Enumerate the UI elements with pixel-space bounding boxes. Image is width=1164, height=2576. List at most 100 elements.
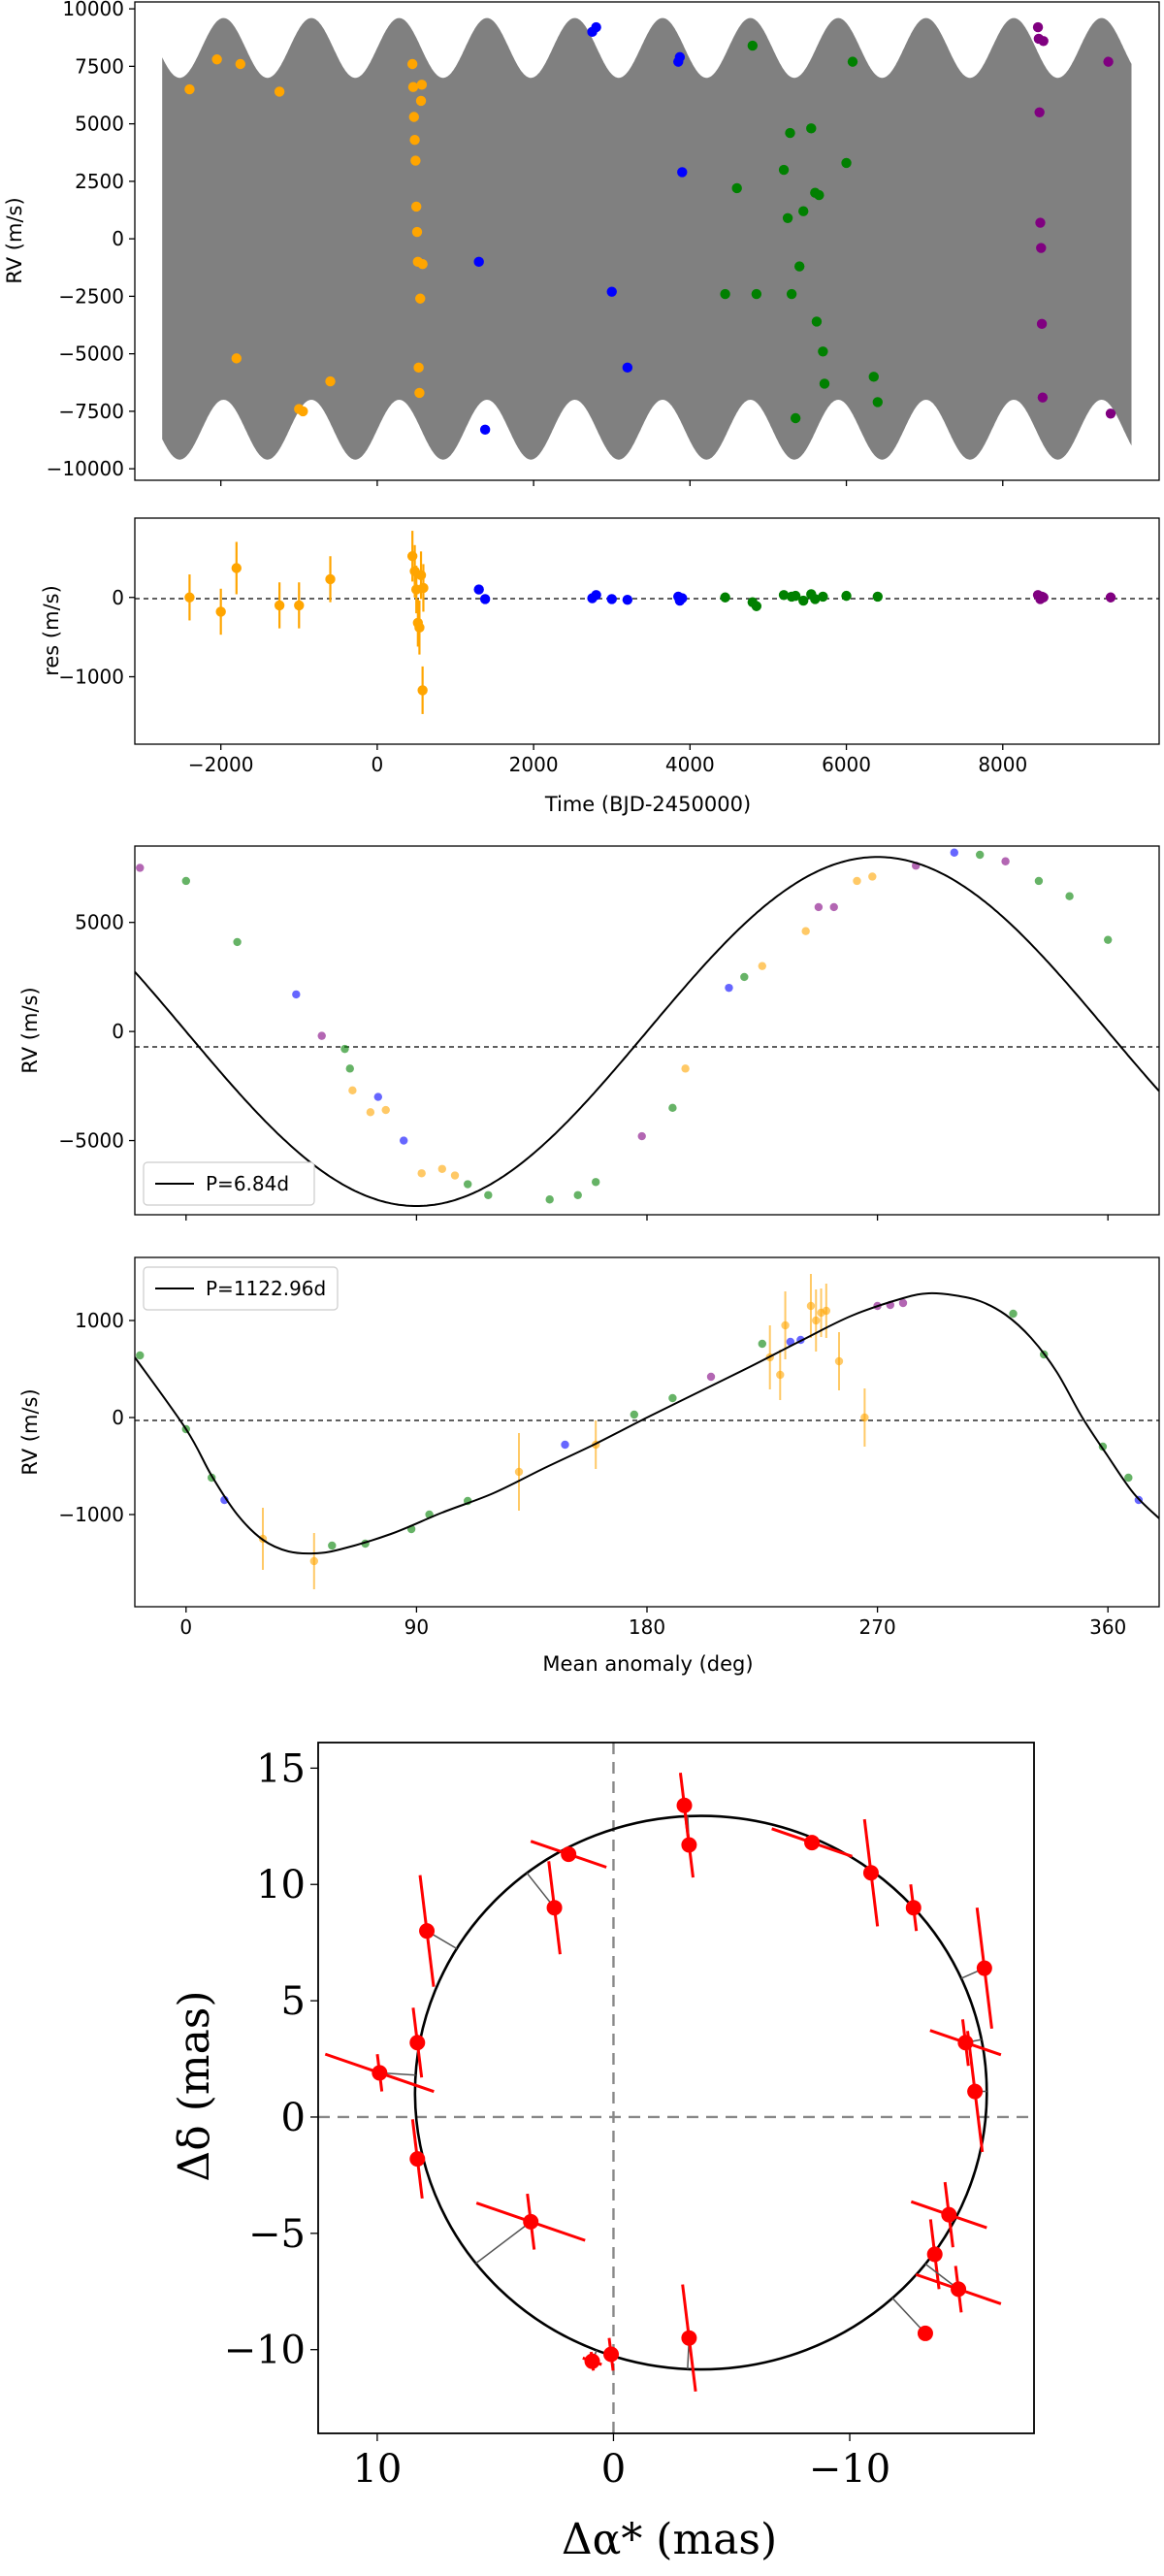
rv-point [811, 316, 823, 327]
rv-point [786, 288, 797, 300]
residuals-ytick-label: −1000 [58, 666, 124, 689]
phase-b-point [573, 1190, 582, 1199]
phase-b-legend: P=6.84d [143, 1161, 315, 1206]
astrometric-orbit [413, 1814, 988, 2371]
astrometry-point [523, 2213, 539, 2230]
phase-b-point [450, 1171, 460, 1180]
phase-b-point [1104, 935, 1113, 944]
phase-b-point [1034, 876, 1044, 886]
residual-point [417, 685, 428, 696]
rv-point [479, 424, 491, 436]
rv-point [274, 86, 285, 97]
residual-point [184, 592, 195, 603]
astrometry-point [862, 1865, 879, 1881]
rv-time-ytick-label: 7500 [75, 54, 124, 78]
phase-b-point [592, 1178, 600, 1187]
rv-point [778, 164, 790, 176]
phase-c-ytick-label: 1000 [75, 1309, 124, 1332]
phase-c-legend-label: P=1122.96d [206, 1277, 326, 1300]
phase-c-point [758, 1339, 766, 1349]
phase-c-point [860, 1413, 869, 1422]
phase-b-points [136, 848, 1113, 1204]
rv-point [413, 362, 424, 374]
rv-point [235, 58, 246, 70]
rv-time-ytick-label: 0 [112, 227, 124, 250]
phase-c-point [812, 1316, 821, 1325]
phase-c-ylabel: RV (m/s) [18, 1388, 42, 1475]
astrometry-point [409, 2151, 426, 2168]
astrometry-point [905, 1900, 922, 1916]
rv-point [298, 406, 308, 417]
phase-b-model-curve [135, 856, 1159, 1207]
residual-point [325, 573, 336, 585]
astrometry-xtick-label: 0 [601, 2447, 626, 2492]
rv-point [677, 167, 688, 178]
phase-b-point [464, 1180, 472, 1189]
phase-c-point [781, 1321, 790, 1330]
rv-point [417, 259, 428, 270]
astrometry-point [546, 1900, 563, 1916]
rv-time-ytick-label: −2500 [58, 284, 124, 308]
phase-c-point [630, 1410, 638, 1419]
panel-phase-c: 1000 0 −1000 0 90 180 270 360 RV (m/s) Mean ano… [18, 1256, 1160, 1676]
phase-b-point [1065, 892, 1074, 900]
residuals-xlabel: Time (BJD-2450000) [544, 793, 751, 816]
rv-time-ytick-label: 5000 [75, 113, 124, 136]
rv-point [841, 157, 852, 169]
phase-b-point [681, 1064, 690, 1073]
rv-model-band-shape [162, 17, 1132, 460]
astrometry-point [681, 1837, 697, 1853]
rv-point [1034, 107, 1045, 117]
rv-point [818, 346, 828, 357]
rv-point [720, 288, 730, 300]
residuals-axes: 0 −1000 −2000 0 2000 4000 6000 8000 [58, 586, 1027, 776]
phase-c-point [776, 1370, 785, 1380]
phase-b-point [725, 983, 733, 993]
residual-point [798, 595, 809, 606]
astrometry-ytick-label: 10 [256, 1863, 306, 1908]
rv-point [1103, 56, 1114, 67]
phase-c-point [136, 1351, 145, 1360]
phase-b-point [950, 848, 958, 857]
residuals-xtick-label: 8000 [978, 753, 1027, 776]
residual-point [215, 606, 226, 617]
residual-point [294, 600, 305, 611]
phase-c-xtick-label: 0 [179, 1615, 192, 1639]
phase-b-point [740, 972, 749, 982]
rv-point [211, 54, 222, 65]
rv-point [872, 397, 884, 408]
rv-point [1035, 217, 1046, 228]
phase-b-point [345, 1064, 354, 1073]
rv-point [674, 51, 686, 63]
residual-connector [475, 2221, 532, 2265]
rv-point [1038, 36, 1049, 47]
rv-point [819, 378, 830, 389]
phase-b-point [292, 990, 301, 999]
rv-point [782, 212, 793, 223]
phase-c-point [561, 1440, 569, 1450]
phase-b-point [233, 937, 242, 947]
phase-c-point [514, 1467, 524, 1477]
phase-b-point [417, 1169, 426, 1178]
rv-point [410, 155, 421, 166]
rv-point [751, 288, 762, 300]
phase-c-points [136, 1274, 1144, 1589]
astrometry-point [603, 2346, 620, 2363]
astrometry-points [324, 1772, 1002, 2393]
astrometry-xlabel: Δα* (mas) [562, 2515, 777, 2564]
phase-c-axes: 1000 0 −1000 0 90 180 270 360 [58, 1309, 1126, 1639]
residual-point [473, 584, 484, 595]
astrometry-xtick-label: 10 [352, 2447, 402, 2492]
phase-c-xtick-label: 360 [1089, 1615, 1126, 1639]
residuals-xtick-label: 2000 [509, 753, 559, 776]
phase-b-point [814, 902, 824, 912]
residual-point [418, 582, 429, 594]
rv-point [868, 372, 879, 382]
rv-point [1037, 392, 1049, 403]
phase-b-point [373, 1092, 382, 1101]
residuals-xtick-label: −2000 [188, 753, 254, 776]
residual-point [751, 601, 762, 611]
residual-point [677, 593, 688, 603]
phase-b-ylabel: RV (m/s) [18, 987, 42, 1073]
residual-point [414, 622, 425, 634]
